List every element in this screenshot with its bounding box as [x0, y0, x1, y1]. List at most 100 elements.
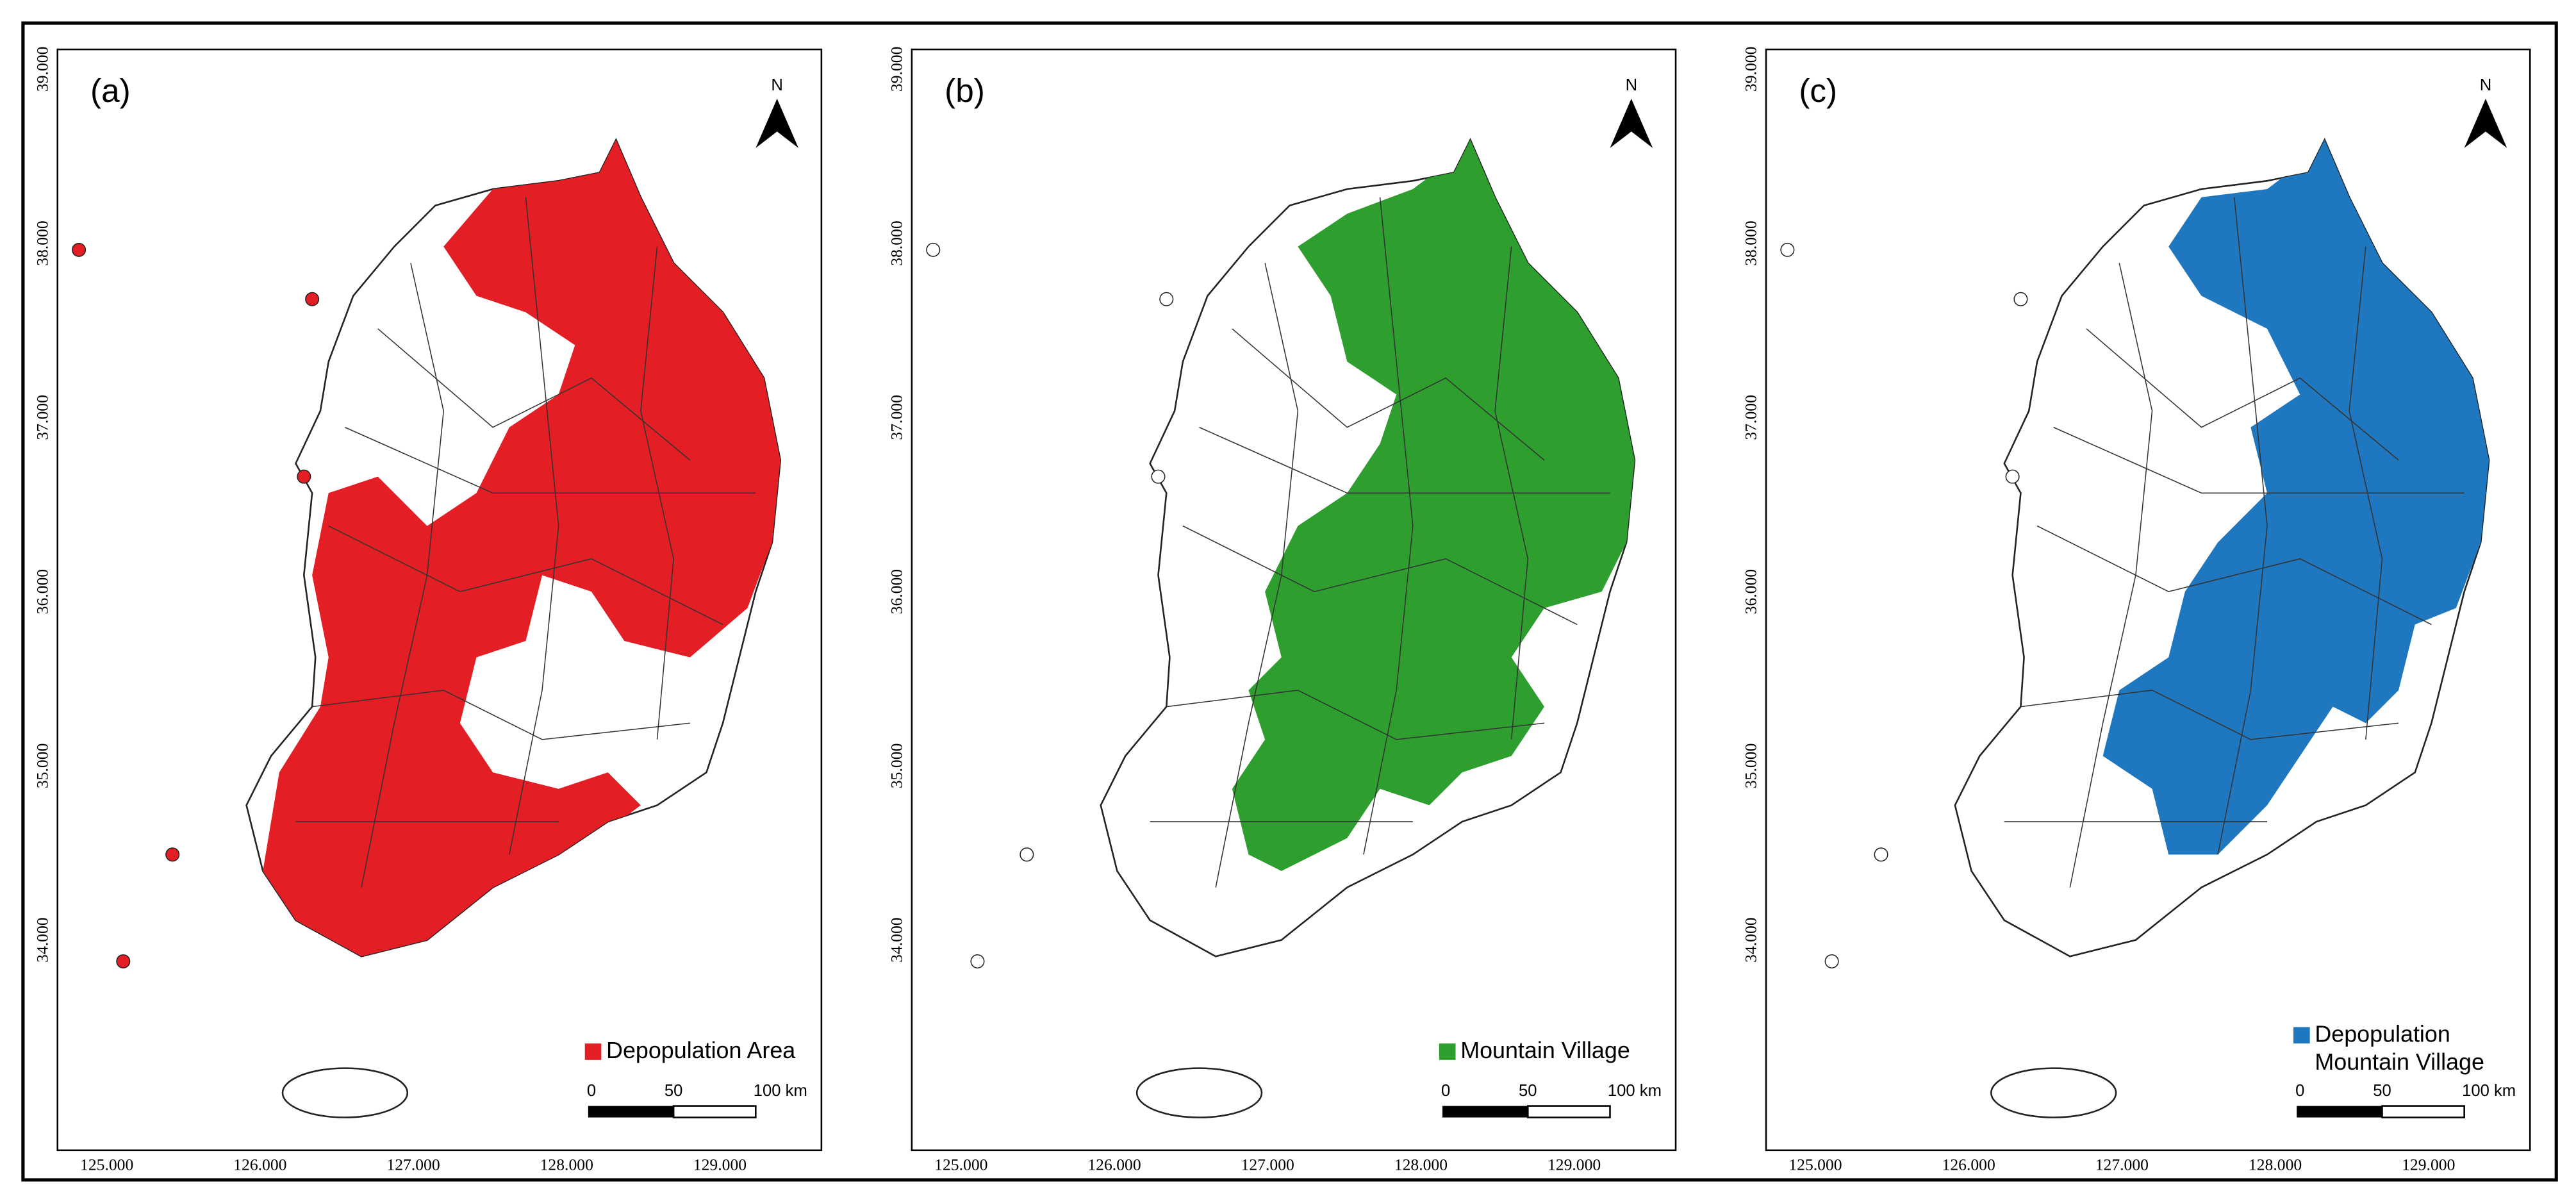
scale-label: 0 — [1441, 1082, 1450, 1100]
legend-label: Mountain Village — [2315, 1049, 2484, 1075]
islet — [305, 292, 320, 306]
x-tick-label: 125.000 — [80, 1156, 133, 1174]
boundary — [312, 690, 690, 740]
highlight-region — [1232, 140, 1635, 871]
x-tick-label: 127.000 — [1241, 1156, 1294, 1174]
scale-label: 50 — [1519, 1082, 1537, 1100]
boundary — [2349, 246, 2383, 740]
boundary — [2020, 690, 2399, 740]
islet — [1020, 847, 1034, 862]
boundary — [345, 427, 756, 494]
x-tick-label: 129.000 — [693, 1156, 747, 1174]
panel-label: (c) — [1799, 72, 1837, 109]
islet — [1151, 469, 1166, 484]
scale-label: 100 km — [754, 1082, 807, 1100]
x-tick-label: 128.000 — [2249, 1156, 2302, 1174]
islet — [1824, 954, 1839, 968]
map-panel: (b) N 125.000 126.000 127.000 128.000 129.000 3… — [888, 47, 1677, 1174]
scale-label: 50 — [2373, 1082, 2391, 1100]
north-arrow — [1610, 98, 1653, 148]
y-tick-label: 38.000 — [1742, 220, 1760, 265]
y-tick-label: 37.000 — [888, 395, 906, 440]
boundary — [377, 328, 691, 461]
north-label: N — [1626, 76, 1638, 94]
y-tick-label: 34.000 — [888, 917, 906, 962]
north-label: N — [2480, 76, 2492, 94]
islet — [1780, 242, 1795, 257]
scale-label: 100 km — [1608, 1082, 1662, 1100]
panel-frame — [911, 48, 1677, 1152]
islet — [970, 954, 985, 968]
boundary — [361, 263, 444, 888]
x-tick-label: 127.000 — [2095, 1156, 2149, 1174]
islet — [116, 954, 131, 968]
y-tick-label: 39.000 — [1742, 47, 1760, 92]
scale-label: 50 — [665, 1082, 683, 1100]
scale-label: 0 — [587, 1082, 596, 1100]
islet — [297, 469, 311, 484]
y-tick-label: 35.000 — [33, 743, 51, 788]
boundary — [1232, 328, 1545, 461]
y-tick-label: 38.000 — [888, 220, 906, 265]
islet — [72, 242, 87, 257]
scale-bar-white — [2381, 1105, 2465, 1118]
boundary — [2053, 427, 2465, 494]
y-tick-label: 34.000 — [33, 917, 51, 962]
x-tick-label: 126.000 — [1942, 1156, 1995, 1174]
panel-frame — [1765, 48, 2531, 1152]
boundary — [1215, 263, 1299, 888]
x-tick-label: 128.000 — [540, 1156, 593, 1174]
islet — [2005, 469, 2020, 484]
legend-label: Mountain Village — [1460, 1038, 1630, 1063]
y-tick-label: 38.000 — [33, 220, 51, 265]
panel-label: (b) — [945, 72, 985, 109]
islet — [2013, 292, 2028, 306]
scale-bar-white — [672, 1105, 757, 1118]
jeju-island — [1135, 1067, 1263, 1118]
x-tick-label: 125.000 — [1788, 1156, 1842, 1174]
legend-label: Depopulation — [2315, 1022, 2450, 1047]
boundary — [2069, 263, 2153, 888]
north-arrow — [2464, 98, 2507, 148]
scale-bar-black — [2297, 1106, 2382, 1118]
x-tick-label: 128.000 — [1394, 1156, 1448, 1174]
legend-swatch — [1439, 1043, 1456, 1060]
y-tick-label: 34.000 — [1742, 917, 1760, 962]
y-tick-label: 39.000 — [33, 47, 51, 92]
y-tick-label: 36.000 — [33, 569, 51, 614]
scale-bar-black — [1442, 1106, 1528, 1118]
y-tick-label: 36.000 — [888, 569, 906, 614]
islet — [1874, 847, 1888, 862]
panel-label: (a) — [90, 72, 131, 109]
north-arrow — [755, 98, 798, 148]
x-tick-label: 127.000 — [386, 1156, 440, 1174]
x-tick-label: 129.000 — [2402, 1156, 2455, 1174]
boundary — [328, 525, 723, 626]
legend-label: Depopulation Area — [606, 1038, 795, 1063]
y-tick-label: 36.000 — [1742, 569, 1760, 614]
y-tick-label: 39.000 — [888, 47, 906, 92]
map-panel: (a) N 125.000 126.000 127.000 128.000 129.000 3… — [33, 47, 823, 1174]
x-tick-label: 126.000 — [1087, 1156, 1141, 1174]
x-tick-label: 125.000 — [934, 1156, 987, 1174]
boundary — [1199, 427, 1610, 494]
y-tick-label: 35.000 — [1742, 743, 1760, 788]
islet — [165, 847, 180, 862]
map-panel: (c) N 125.000 126.000 127.000 128.000 129.000 3… — [1742, 47, 2531, 1174]
y-tick-label: 37.000 — [33, 395, 51, 440]
x-tick-label: 129.000 — [1548, 1156, 1601, 1174]
y-tick-label: 37.000 — [1742, 395, 1760, 440]
islet — [926, 242, 941, 257]
scale-bar-white — [1527, 1105, 1611, 1118]
boundary — [1182, 525, 1578, 626]
highlight-region — [263, 140, 780, 957]
scale-label: 100 km — [2462, 1082, 2516, 1100]
north-label: N — [771, 76, 783, 94]
boundary — [640, 246, 674, 740]
jeju-island — [1990, 1067, 2117, 1118]
boundary — [2036, 525, 2432, 626]
boundary — [2217, 197, 2268, 855]
panel-frame — [56, 48, 823, 1152]
legend-swatch — [2293, 1027, 2310, 1044]
